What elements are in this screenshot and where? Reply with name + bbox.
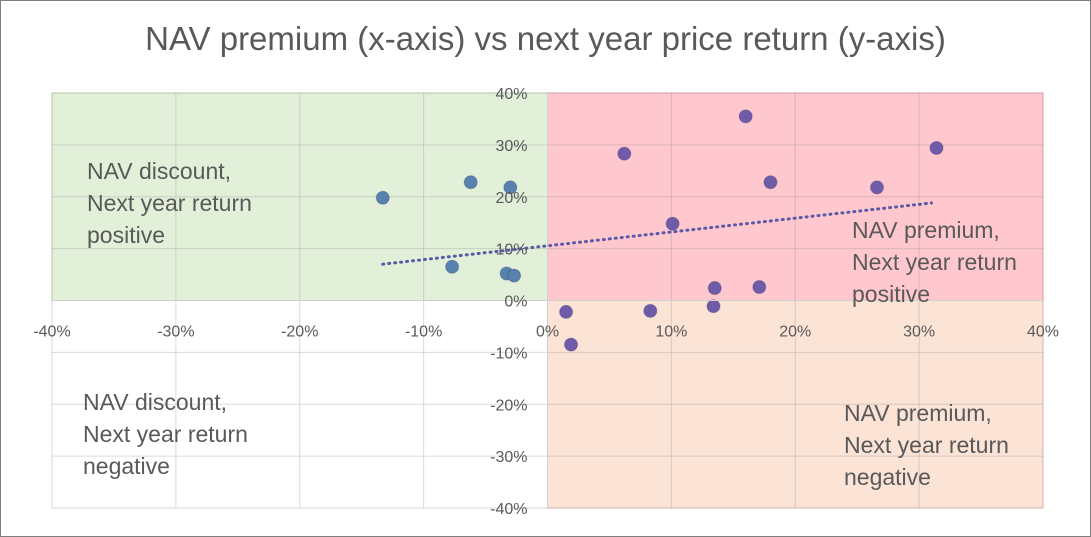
y-tick-label: 40% <box>495 86 527 103</box>
y-tick-label: 20% <box>495 190 527 207</box>
data-point <box>763 175 778 190</box>
data-point <box>643 303 658 318</box>
data-point <box>929 140 944 155</box>
quadrant-premium-positive <box>547 93 1043 301</box>
x-tick-label: 30% <box>903 324 935 341</box>
quadrant-label-discount-negative: NAV discount, Next year return negative <box>83 389 248 479</box>
quadrant-label-premium-negative: NAV premium, Next year return negative <box>844 400 1009 490</box>
quadrant-discount-negative <box>52 300 548 508</box>
data-point <box>463 175 478 190</box>
axes: -40% -30% -20% -10% 0% 10% 20% 30% 40% 40% 30% 20% 1… <box>33 86 1059 518</box>
data-points <box>375 109 944 352</box>
x-tick-label: 40% <box>1027 324 1059 341</box>
y-tick-label: -40% <box>490 501 527 518</box>
y-tick-label: -20% <box>490 397 527 414</box>
data-point <box>503 180 518 195</box>
data-point <box>706 299 721 314</box>
quadrant-label-discount-positive: NAV discount, Next year return positive <box>87 158 252 248</box>
data-point <box>617 146 632 161</box>
data-point <box>375 190 390 205</box>
y-tick-label: 10% <box>495 242 527 259</box>
y-tick-label: -30% <box>490 449 527 466</box>
x-tick-label: -20% <box>281 324 318 341</box>
x-tick-label: -10% <box>405 324 442 341</box>
data-point <box>707 281 722 296</box>
quadrant-discount-positive <box>52 93 548 301</box>
y-tick-label: -10% <box>490 345 527 362</box>
quadrant-premium-negative <box>547 300 1043 508</box>
data-point <box>445 259 460 274</box>
data-point <box>507 268 522 283</box>
chart-title: NAV premium (x-axis) vs next year price … <box>145 20 946 57</box>
data-point <box>665 216 680 231</box>
data-point <box>738 109 753 124</box>
y-tick-label: 30% <box>495 138 527 155</box>
x-tick-label: -40% <box>33 324 70 341</box>
x-tick-label: 10% <box>655 324 687 341</box>
data-point <box>752 280 767 295</box>
trendline-layer <box>381 201 934 266</box>
x-tick-label: -30% <box>157 324 194 341</box>
x-tick-label: 0% <box>536 324 559 341</box>
quadrant-label-premium-positive: NAV premium, Next year return positive <box>852 217 1017 307</box>
x-tick-label: 20% <box>779 324 811 341</box>
trendline <box>381 201 934 266</box>
data-point <box>559 304 574 319</box>
data-point <box>564 337 579 352</box>
y-tick-label: 0% <box>504 294 527 311</box>
data-point <box>870 180 885 195</box>
